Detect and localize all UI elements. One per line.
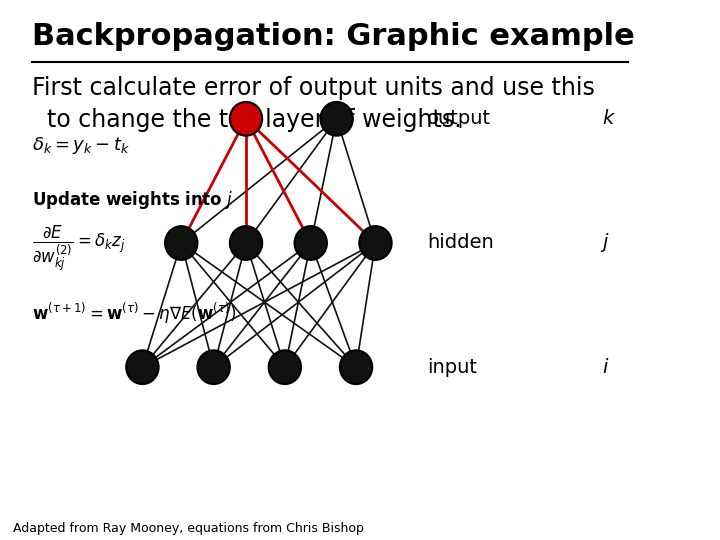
Text: Backpropagation: Graphic example: Backpropagation: Graphic example xyxy=(32,22,635,51)
Ellipse shape xyxy=(197,350,230,384)
Text: to change the top layer of weights.: to change the top layer of weights. xyxy=(32,108,462,132)
Ellipse shape xyxy=(126,350,158,384)
Text: Adapted from Ray Mooney, equations from Chris Bishop: Adapted from Ray Mooney, equations from … xyxy=(13,522,364,535)
Ellipse shape xyxy=(230,226,262,260)
Ellipse shape xyxy=(320,102,353,136)
Text: j: j xyxy=(602,233,608,253)
Text: $\mathbf{Update\ weights\ into}\ j$: $\mathbf{Update\ weights\ into}\ j$ xyxy=(32,189,234,211)
Ellipse shape xyxy=(294,226,327,260)
Text: hidden: hidden xyxy=(427,233,494,253)
Text: $\delta_k = y_k - t_k$: $\delta_k = y_k - t_k$ xyxy=(32,136,130,156)
Ellipse shape xyxy=(359,226,392,260)
Ellipse shape xyxy=(165,226,197,260)
Ellipse shape xyxy=(340,350,372,384)
Ellipse shape xyxy=(230,102,262,136)
Text: output: output xyxy=(427,109,491,129)
Text: input: input xyxy=(427,357,477,377)
Ellipse shape xyxy=(269,350,301,384)
Text: i: i xyxy=(602,357,608,377)
Text: $\dfrac{\partial E}{\partial w_{kj}^{(2)}} = \delta_k z_j$: $\dfrac{\partial E}{\partial w_{kj}^{(2)… xyxy=(32,224,126,273)
Text: $\mathbf{w}^{(\tau+1)} = \mathbf{w}^{(\tau)} - \eta \nabla E(\mathbf{w}^{(\tau)}: $\mathbf{w}^{(\tau+1)} = \mathbf{w}^{(\t… xyxy=(32,301,237,326)
Text: First calculate error of output units and use this: First calculate error of output units an… xyxy=(32,76,595,99)
Text: k: k xyxy=(602,109,613,129)
